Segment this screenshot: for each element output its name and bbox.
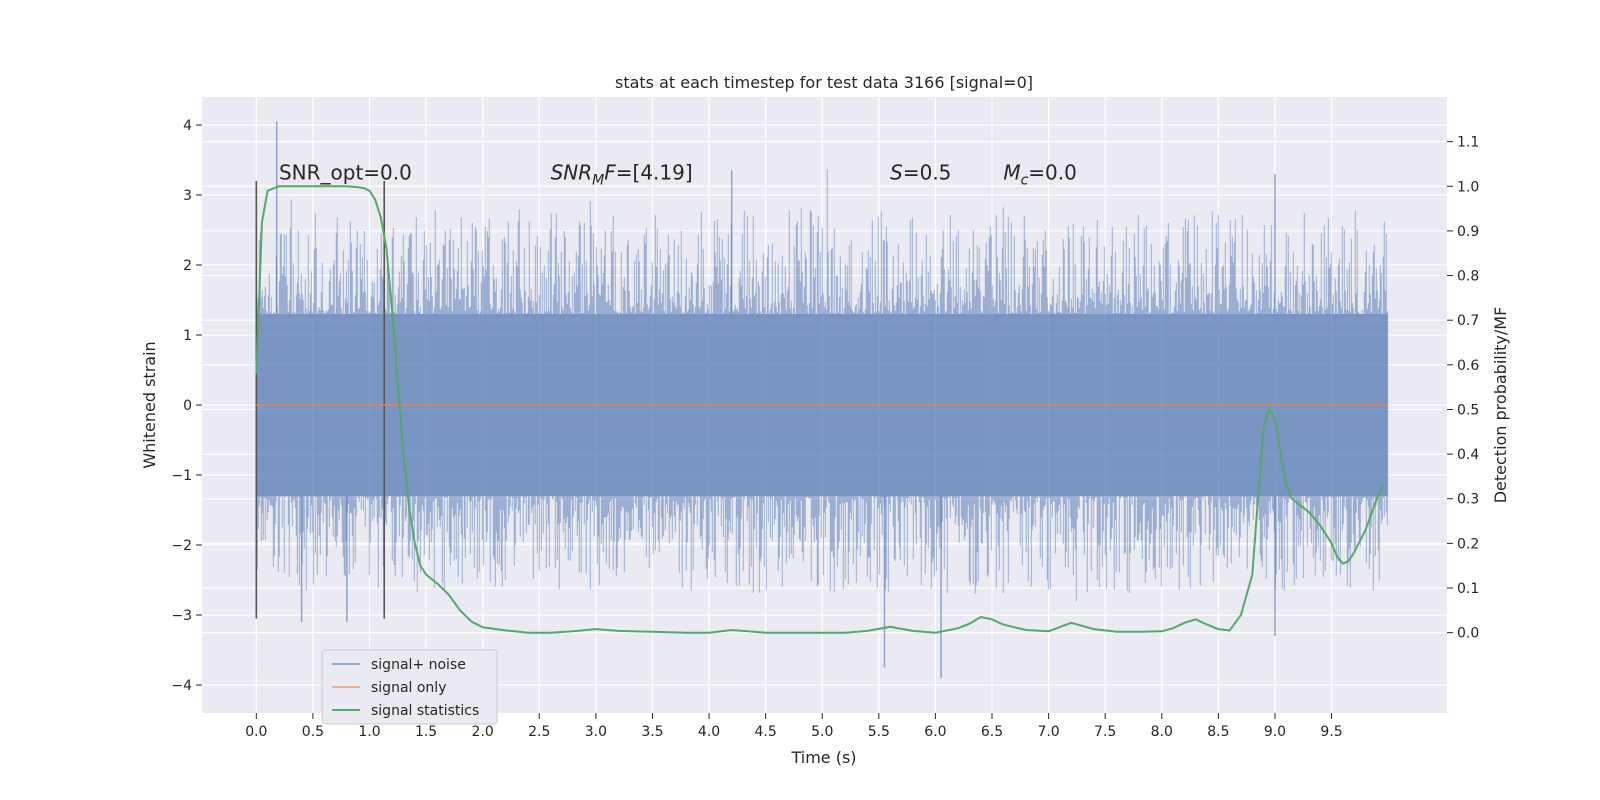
x-tick-label: 4.5 bbox=[755, 724, 777, 740]
y2-axis-label: Detection probability/MF bbox=[1491, 307, 1510, 504]
ticks: 0.0 0.5 1.0 1.5 2.0 2.5 3.0 3.5 4.0 4.5 5.0 5.5 6.0 6… bbox=[171, 118, 1479, 740]
x-tick-label: 3.0 bbox=[585, 724, 607, 740]
y2-tick-label: 0.9 bbox=[1457, 224, 1479, 240]
y2-tick-label: 1.1 bbox=[1457, 135, 1479, 151]
y-tick-label: −3 bbox=[171, 608, 192, 624]
vertical-markers bbox=[255, 181, 386, 619]
x-tick-label: 4.0 bbox=[698, 724, 720, 740]
x-tick-label: 1.0 bbox=[358, 724, 380, 740]
y-tick-label: 2 bbox=[183, 258, 192, 274]
annotation-text: SNR_opt=0.0 bbox=[279, 161, 412, 185]
legend-box bbox=[321, 649, 498, 725]
y2-tick-label: 0.2 bbox=[1457, 536, 1479, 552]
x-tick-label: 7.0 bbox=[1037, 724, 1059, 740]
x-tick-label: 0.0 bbox=[245, 724, 267, 740]
annotations: SNR_opt=0.0 SNRMF=[4.19] S=0.5 Mc=0.0 bbox=[279, 161, 1077, 189]
annotation-text: S=0.5 bbox=[890, 161, 951, 185]
y-tick-label: 4 bbox=[183, 118, 192, 134]
y-tick-label: 0 bbox=[183, 398, 192, 414]
y-axis-label: Whitened strain bbox=[140, 341, 159, 468]
y2-tick-label: 1.0 bbox=[1457, 179, 1479, 195]
x-tick-label: 5.5 bbox=[868, 724, 890, 740]
y2-tick-label: 0.7 bbox=[1457, 313, 1479, 329]
y2-tick-label: 0.8 bbox=[1457, 269, 1479, 285]
y2-tick-label: 0.3 bbox=[1457, 492, 1479, 508]
y2-tick-label: 0.6 bbox=[1457, 358, 1479, 374]
series-line-signal-statistics bbox=[255, 185, 1384, 634]
legend-label-signal-statistics: signal statistics bbox=[371, 703, 479, 719]
y-tick-label: −1 bbox=[171, 468, 192, 484]
x-tick-label: 9.0 bbox=[1264, 724, 1286, 740]
x-tick-label: 8.0 bbox=[1151, 724, 1173, 740]
legend-label-signal-noise: signal+ noise bbox=[371, 657, 466, 673]
x-tick-label: 9.5 bbox=[1320, 724, 1342, 740]
y-tick-label: 1 bbox=[183, 328, 192, 344]
y-tick-label: 3 bbox=[183, 188, 192, 204]
x-tick-label: 5.0 bbox=[811, 724, 833, 740]
x-tick-label: 2.5 bbox=[528, 724, 550, 740]
y-tick-label: −2 bbox=[171, 538, 192, 554]
x-tick-label: 6.0 bbox=[924, 724, 946, 740]
y2-tick-label: 0.5 bbox=[1457, 402, 1479, 418]
y2-tick-label: 0.1 bbox=[1457, 581, 1479, 597]
series-lines bbox=[255, 185, 1389, 634]
y2-tick-label: 0.4 bbox=[1457, 447, 1479, 463]
y-tick-label: −4 bbox=[171, 678, 192, 694]
x-tick-label: 1.5 bbox=[415, 724, 437, 740]
annotation-text: Mc=0.0 bbox=[1003, 161, 1077, 189]
chart-title: stats at each timestep for test data 316… bbox=[615, 73, 1033, 92]
x-tick-label: 8.5 bbox=[1207, 724, 1229, 740]
x-tick-label: 0.5 bbox=[302, 724, 324, 740]
x-tick-label: 6.5 bbox=[981, 724, 1003, 740]
y2-tick-label: 0.0 bbox=[1457, 626, 1479, 642]
x-tick-label: 7.5 bbox=[1094, 724, 1116, 740]
legend-label-signal-only: signal only bbox=[371, 680, 446, 696]
x-tick-label: 3.5 bbox=[641, 724, 663, 740]
legend: signal+ noise signal only signal statist… bbox=[321, 649, 498, 725]
x-axis-label: Time (s) bbox=[790, 748, 856, 767]
annotation-text: SNRMF=[4.19] bbox=[551, 161, 693, 189]
x-tick-label: 2.0 bbox=[472, 724, 494, 740]
